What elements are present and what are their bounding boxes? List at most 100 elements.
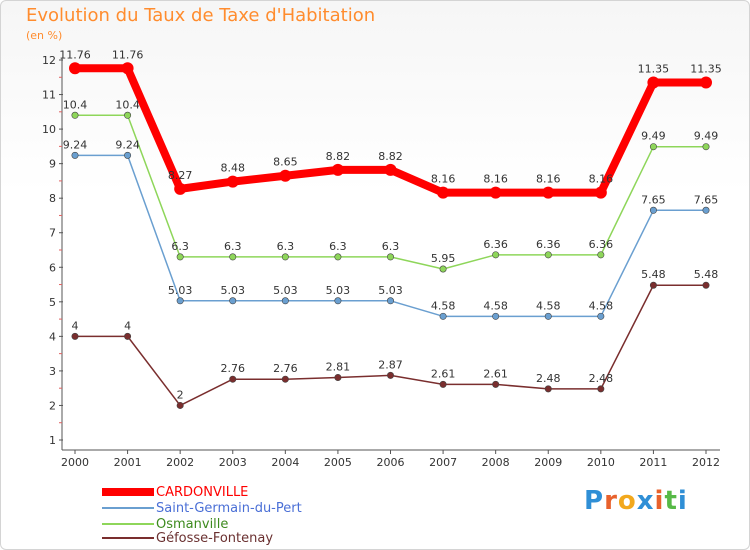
logo-letter: x bbox=[636, 486, 655, 516]
data-point bbox=[702, 143, 710, 151]
y-tick-label: 6 bbox=[49, 261, 56, 274]
data-point bbox=[176, 401, 184, 409]
y-tick-label: 3 bbox=[49, 365, 56, 378]
y-tick-label: 2 bbox=[49, 399, 56, 412]
data-point bbox=[279, 169, 292, 182]
data-point bbox=[386, 371, 394, 379]
data-point bbox=[229, 297, 237, 305]
data-label: 8.16 bbox=[483, 173, 508, 186]
logo-letter: P bbox=[584, 486, 605, 516]
data-label: 5.03 bbox=[378, 284, 403, 297]
x-tick-label: 2012 bbox=[692, 456, 720, 469]
data-label: 2.81 bbox=[326, 360, 351, 373]
x-tick-label: 2003 bbox=[219, 456, 247, 469]
data-point bbox=[702, 206, 710, 214]
data-label: 7.65 bbox=[694, 193, 719, 206]
legend-item: CARDONVILLE bbox=[102, 484, 248, 500]
data-label: 4.58 bbox=[536, 299, 561, 312]
y-tick-label: 5 bbox=[49, 296, 56, 309]
data-point bbox=[649, 281, 657, 289]
data-point bbox=[542, 186, 555, 199]
legend-item: Saint-Germain-du-Pert bbox=[102, 500, 302, 516]
x-tick-label: 2011 bbox=[639, 456, 667, 469]
data-label: 9.24 bbox=[63, 138, 88, 151]
data-label: 6.3 bbox=[382, 240, 400, 253]
data-label: 2.48 bbox=[589, 372, 614, 385]
data-point bbox=[174, 182, 187, 195]
data-label: 11.76 bbox=[112, 48, 144, 61]
data-label: 4.58 bbox=[431, 299, 456, 312]
series-saint-germain-du-pert bbox=[71, 151, 710, 320]
data-label: 10.4 bbox=[63, 98, 88, 111]
logo-letter: t bbox=[664, 486, 678, 516]
data-label: 6.3 bbox=[329, 240, 347, 253]
x-tick-label: 2001 bbox=[114, 456, 142, 469]
logo-letter: r bbox=[604, 486, 618, 516]
data-point bbox=[281, 297, 289, 305]
legend-item: Osmanville bbox=[102, 516, 228, 532]
data-label: 5.03 bbox=[273, 284, 298, 297]
data-point bbox=[597, 312, 605, 320]
series-layer bbox=[69, 62, 712, 409]
legend-item: Géfosse-Fontenay bbox=[102, 530, 273, 546]
data-point bbox=[492, 251, 500, 259]
data-label: 10.4 bbox=[115, 98, 140, 111]
legend-swatch bbox=[102, 507, 154, 509]
data-point bbox=[386, 297, 394, 305]
data-point bbox=[544, 385, 552, 393]
data-label: 8.27 bbox=[168, 169, 193, 182]
data-label: 6.36 bbox=[483, 238, 508, 251]
data-point bbox=[492, 380, 500, 388]
y-tick-label: 10 bbox=[42, 123, 56, 136]
data-point bbox=[649, 206, 657, 214]
data-label: 5.03 bbox=[326, 284, 351, 297]
data-label: 8.65 bbox=[273, 156, 298, 169]
data-point bbox=[334, 373, 342, 381]
data-point bbox=[226, 175, 239, 188]
data-label: 7.65 bbox=[641, 193, 666, 206]
chart-title: Evolution du Taux de Taxe d'Habitation bbox=[26, 5, 376, 26]
proxiti-logo: Proxiti bbox=[584, 486, 688, 516]
data-label: 2.61 bbox=[483, 367, 508, 380]
data-label: 2.87 bbox=[378, 358, 403, 371]
data-point bbox=[384, 163, 397, 176]
data-point bbox=[69, 62, 81, 75]
x-tick-label: 2008 bbox=[482, 456, 510, 469]
data-label: 9.24 bbox=[115, 138, 140, 151]
legend-label: Géfosse-Fontenay bbox=[156, 530, 274, 546]
legend-swatch bbox=[102, 488, 154, 496]
data-point bbox=[281, 375, 289, 383]
data-label: 5.03 bbox=[221, 284, 246, 297]
data-point bbox=[437, 186, 450, 199]
x-tick-label: 2000 bbox=[61, 456, 89, 469]
legend-swatch bbox=[102, 537, 154, 539]
data-label: 8.82 bbox=[326, 150, 351, 163]
data-point bbox=[229, 253, 237, 261]
data-label: 5.03 bbox=[168, 284, 193, 297]
data-label: 9.49 bbox=[694, 130, 719, 143]
data-labels: 11.76 11.76 8.27 8.48 8.65 8.82 8.82 8.16 8.16 8.… bbox=[59, 48, 722, 401]
x-tick-label: 2005 bbox=[324, 456, 352, 469]
data-point bbox=[594, 186, 607, 199]
data-point bbox=[71, 332, 79, 340]
legend-swatch bbox=[102, 523, 154, 525]
y-tick-label: 12 bbox=[42, 54, 56, 67]
y-tick-label: 11 bbox=[42, 89, 56, 102]
data-point bbox=[439, 265, 447, 273]
data-label: 4 bbox=[124, 319, 131, 332]
legend-label: CARDONVILLE bbox=[156, 484, 249, 500]
data-point bbox=[176, 297, 184, 305]
data-label: 5.48 bbox=[641, 268, 666, 281]
data-point bbox=[124, 332, 132, 340]
data-point bbox=[334, 297, 342, 305]
data-label: 4.58 bbox=[589, 299, 614, 312]
data-point bbox=[647, 76, 660, 89]
data-point bbox=[702, 281, 710, 289]
y-tick-label: 1 bbox=[49, 434, 56, 447]
data-label: 2.76 bbox=[221, 362, 246, 375]
data-point bbox=[597, 251, 605, 259]
y-tick-label: 9 bbox=[49, 158, 56, 171]
data-label: 2.61 bbox=[431, 367, 456, 380]
